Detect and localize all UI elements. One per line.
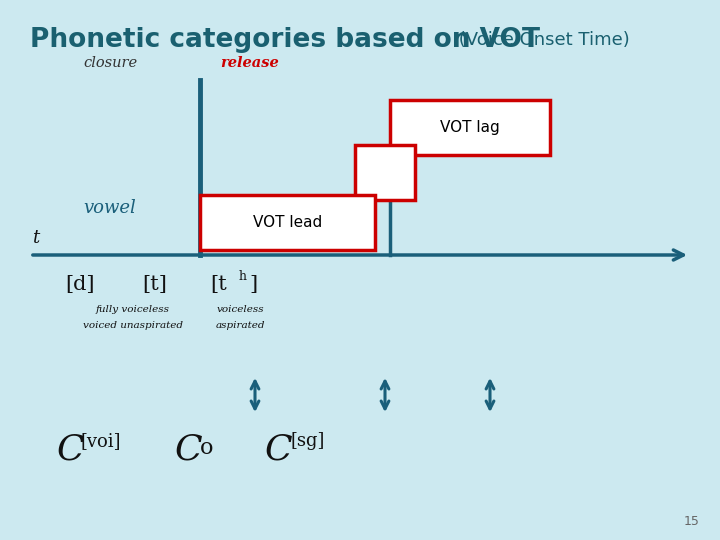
- Text: closure: closure: [83, 56, 137, 70]
- Text: C: C: [175, 432, 202, 466]
- Text: (Voice Onset Time): (Voice Onset Time): [453, 31, 630, 49]
- Text: C: C: [57, 432, 85, 466]
- Text: voiced unaspirated: voiced unaspirated: [83, 321, 183, 330]
- Bar: [390, 100, 550, 155]
- Text: o: o: [200, 437, 214, 459]
- Text: [d]: [d]: [66, 275, 95, 294]
- Text: voiceless: voiceless: [216, 305, 264, 314]
- Text: [sg]: [sg]: [290, 432, 325, 450]
- Text: [t: [t: [210, 275, 227, 294]
- Text: vowel: vowel: [84, 199, 136, 217]
- Text: 15: 15: [684, 515, 700, 528]
- Bar: [355, 145, 415, 200]
- Text: t: t: [32, 229, 40, 247]
- Text: h: h: [239, 270, 247, 283]
- Text: VOT lag: VOT lag: [440, 120, 500, 135]
- Text: fully voiceless: fully voiceless: [96, 305, 170, 314]
- Text: aspirated: aspirated: [215, 321, 265, 330]
- Bar: [200, 195, 375, 250]
- Text: [voi]: [voi]: [80, 432, 120, 450]
- Text: vowel: vowel: [205, 199, 258, 217]
- Text: [t]: [t]: [143, 275, 168, 294]
- Text: C: C: [265, 432, 292, 466]
- Text: ]: ]: [249, 275, 257, 294]
- Text: Phonetic categories based on VOT: Phonetic categories based on VOT: [30, 27, 540, 53]
- Text: VOT lead: VOT lead: [253, 215, 322, 230]
- Text: release: release: [220, 56, 279, 70]
